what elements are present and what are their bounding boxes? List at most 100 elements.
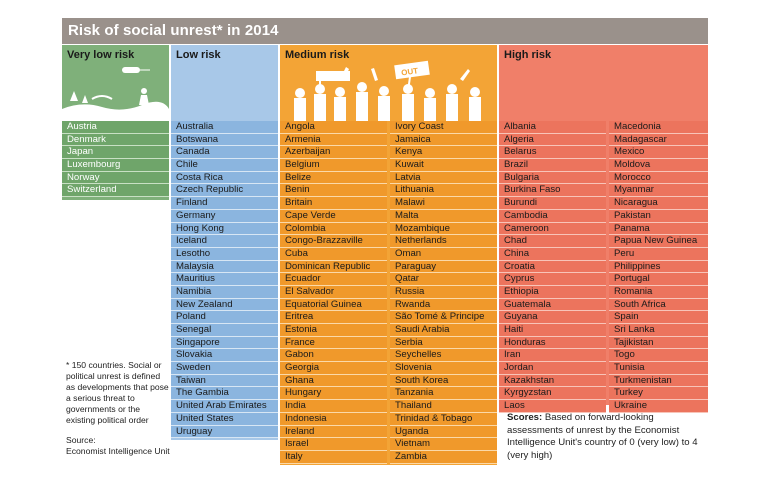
country-item: India (280, 400, 387, 413)
country-item: Portugal (609, 273, 708, 286)
country-item: France (280, 336, 387, 350)
country-item: Ghana (280, 374, 387, 388)
country-item: Belgium (280, 159, 387, 172)
country-item: Iran (499, 349, 606, 363)
country-item: Haiti (499, 324, 606, 337)
country-item: Mexico (609, 146, 708, 160)
country-item: Russia (390, 285, 497, 299)
country-item: New Zealand (171, 298, 278, 312)
country-item: The Gambia (171, 387, 278, 401)
country-item: Seychelles (390, 349, 497, 363)
country-item: Iceland (171, 235, 278, 248)
country-item: Uganda (390, 425, 497, 439)
very-low-risk-header: Very low risk (62, 45, 169, 121)
high-risk-list-right: Macedonia Madagascar Mexico Moldova Moro… (609, 121, 708, 413)
very-low-risk-list: Austria Denmark Japan Luxembourg Norway … (62, 121, 169, 198)
country-item: Norway (62, 171, 169, 185)
country-item: Sri Lanka (609, 324, 708, 337)
country-item: Indonesia (280, 412, 387, 426)
country-item: Slovakia (171, 349, 278, 363)
country-item: Switzerland (62, 184, 169, 198)
country-item: Colombia (280, 222, 387, 236)
country-item: Equatorial Guinea (280, 298, 387, 312)
footnote: * 150 countries. Social or political unr… (66, 360, 169, 425)
country-item: Czech Republic (171, 184, 278, 198)
high-risk-list-left: Albania Algeria Belarus Brazil Bulgaria … (499, 121, 606, 413)
scores-note: Scores: Based on forward-looking assessm… (507, 412, 708, 462)
country-item: Georgia (280, 362, 387, 375)
country-item: Denmark (62, 133, 169, 147)
country-item: Ireland (280, 425, 387, 439)
very-low-risk-label: Very low risk (67, 49, 135, 61)
country-item: Tanzania (390, 387, 497, 401)
country-item: Malaysia (171, 260, 278, 274)
country-item: Botswana (171, 133, 278, 147)
country-item: Kazakhstan (499, 374, 606, 388)
country-item: South Korea (390, 374, 497, 388)
country-item: Azerbaijan (280, 146, 387, 160)
country-item: Israel (280, 438, 387, 451)
country-item: Thailand (390, 400, 497, 413)
country-item: Cape Verde (280, 209, 387, 223)
country-item: Slovenia (390, 362, 497, 375)
country-item: Vietnam (390, 438, 497, 451)
country-item: Congo-Brazzaville (280, 235, 387, 248)
country-item: Algeria (499, 133, 606, 147)
source-text: Economist Intelligence Unit (66, 446, 170, 456)
country-item: Macedonia (609, 121, 708, 134)
country-item: United States (171, 412, 278, 426)
country-item: Mauritius (171, 273, 278, 286)
country-item: Cameroon (499, 222, 606, 236)
country-item: Brazil (499, 159, 606, 172)
country-item: Malta (390, 209, 497, 223)
country-item: Qatar (390, 273, 497, 286)
country-item: Jamaica (390, 133, 497, 147)
country-item: Costa Rica (171, 171, 278, 185)
country-item: Ethiopia (499, 285, 606, 299)
country-item: Japan (62, 146, 169, 160)
country-item: Australia (171, 121, 278, 134)
country-item: Belize (280, 171, 387, 185)
country-item: Gabon (280, 349, 387, 363)
country-item: Kyrgyzstan (499, 387, 606, 401)
country-item: Eritrea (280, 311, 387, 324)
title-bar: Risk of social unrest* in 2014 (62, 18, 708, 44)
country-item: Ivory Coast (390, 121, 497, 134)
country-item: Burkina Faso (499, 184, 606, 198)
country-item: Hungary (280, 387, 387, 401)
country-item: Madagascar (609, 133, 708, 147)
country-item: Tajikistan (609, 336, 708, 350)
country-item: Lesotho (171, 247, 278, 261)
country-item: Guyana (499, 311, 606, 324)
country-item: Britain (280, 197, 387, 210)
country-item: Myanmar (609, 184, 708, 198)
country-item: Turkey (609, 387, 708, 401)
country-item: Hong Kong (171, 222, 278, 236)
country-item: Austria (62, 121, 169, 134)
country-item: Luxembourg (62, 159, 169, 172)
country-item: Lithuania (390, 184, 497, 198)
high-risk-column: High risk Albania Algeria Belarus Brazil… (499, 45, 708, 413)
country-item: Cambodia (499, 209, 606, 223)
low-risk-header: Low risk (171, 45, 278, 121)
country-item: Singapore (171, 336, 278, 350)
scores-text: Based on forward-looking assessments of … (507, 412, 698, 461)
country-item: Pakistan (609, 209, 708, 223)
country-item: Finland (171, 197, 278, 210)
country-item: São Tomé & Principe (390, 311, 497, 324)
country-item: Papua New Guinea (609, 235, 708, 248)
country-item: Panama (609, 222, 708, 236)
country-item: Germany (171, 209, 278, 223)
country-item: Zambia (390, 450, 497, 464)
country-item: Chad (499, 235, 606, 248)
high-risk-label: High risk (504, 49, 552, 61)
medium-risk-column: Medium risk (280, 45, 497, 465)
infographic: Risk of social unrest* in 2014 Very low … (62, 0, 708, 485)
country-item: Benin (280, 184, 387, 198)
very-low-risk-column: Very low risk Austria Denmark Japan Luxe… (62, 45, 169, 200)
medium-risk-label: Medium risk (285, 49, 350, 61)
protest-sign-text: OUT (401, 66, 419, 77)
country-item: Netherlands (390, 235, 497, 248)
country-item: Kuwait (390, 159, 497, 172)
low-risk-list: Australia Botswana Canada Chile Costa Ri… (171, 121, 278, 439)
